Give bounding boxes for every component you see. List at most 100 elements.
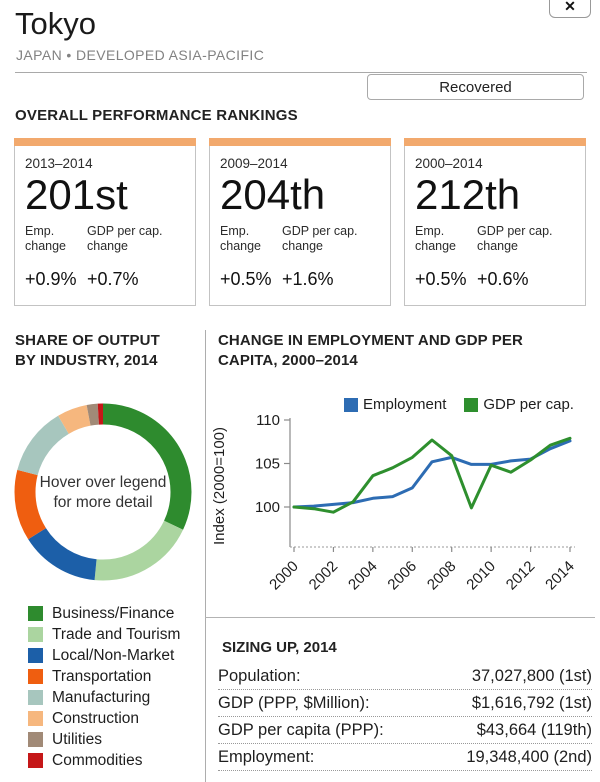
legend-item-commodities[interactable]: Commodities [28, 750, 180, 771]
legend-label: Construction [52, 709, 140, 727]
y-tick-label: 100 [255, 499, 280, 516]
legend-label: Commodities [52, 751, 143, 769]
gdp-change-value: +0.6% [477, 269, 529, 290]
legend-item-transportation[interactable]: Transportation [28, 666, 180, 687]
x-tick-label: 2002 [306, 558, 342, 594]
gdp-change-value: +0.7% [87, 269, 139, 290]
legend-item-trade-and-tourism[interactable]: Trade and Tourism [28, 624, 180, 645]
ranking-cards: 2013–2014 201st Emp. change GDP per cap. ch… [14, 138, 586, 306]
legend-item-construction[interactable]: Construction [28, 708, 180, 729]
sizing-row-gdp-per-capita-ppp: GDP per capita (PPP): $43,664 (119th) [218, 717, 592, 744]
x-tick-label: 2008 [424, 558, 460, 594]
chart-legend-item-gdp-per-cap: GDP per cap. [464, 396, 574, 413]
donut-segment-transportation[interactable] [14, 403, 192, 581]
legend-item-utilities[interactable]: Utilities [28, 729, 180, 750]
legend-swatch [28, 753, 43, 768]
emp-change-label: Emp. change [220, 224, 262, 254]
chart-legend-label: GDP per cap. [483, 396, 574, 413]
x-tick-label: 2014 [542, 558, 578, 594]
gdp-change-value: +1.6% [282, 269, 334, 290]
donut-segment-commodities[interactable] [14, 403, 192, 581]
emp-change-value: +0.9% [25, 269, 77, 290]
legend-label: Business/Finance [52, 604, 175, 622]
legend-swatch [28, 669, 43, 684]
card-rank: 201st [25, 171, 128, 218]
emp-change-label: Emp. change [415, 224, 457, 254]
sizing-row-population: Population: 37,027,800 (1st) [218, 663, 592, 690]
legend-label: Manufacturing [52, 688, 151, 706]
emp-change-label: Emp. change [25, 224, 67, 254]
legend-swatch [28, 606, 43, 621]
sizing-row-label: Population: [218, 667, 301, 685]
page-subtitle: JAPAN • DEVELOPED ASIA-PACIFIC [16, 47, 265, 63]
industry-heading-line1: SHARE OF OUTPUT [15, 332, 160, 349]
sizing-divider [205, 617, 595, 618]
y-tick-label: 110 [256, 412, 280, 429]
industry-donut-chart [14, 403, 192, 581]
card-rank: 204th [220, 171, 326, 218]
chart-legend-swatch [344, 397, 358, 412]
emp-change-value: +0.5% [415, 269, 467, 290]
chart-legend-swatch [464, 397, 479, 412]
line-chart-legend: Employment GDP per cap. [344, 396, 574, 413]
sizing-row-label: GDP (PPP, $Million): [218, 694, 370, 712]
sizing-row-value: 37,027,800 (1st) [471, 667, 592, 685]
card-accent-bar [14, 138, 196, 146]
donut-segment-trade-and-tourism[interactable] [14, 403, 192, 581]
column-divider [205, 330, 206, 782]
legend-swatch [28, 648, 43, 663]
gdp-per-cap-line [292, 436, 572, 514]
sizing-row-value: 19,348,400 (2nd) [466, 748, 592, 766]
sizing-row-label: GDP per capita (PPP): [218, 721, 384, 739]
industry-heading-line2: BY INDUSTRY, 2014 [15, 352, 158, 369]
donut-center-note: Hover over legend for more detail [28, 473, 178, 513]
x-tick-label: 2012 [503, 558, 539, 594]
x-tick-label: 2004 [345, 558, 381, 594]
legend-swatch [28, 732, 43, 747]
sizing-row-employment: Employment: 19,348,400 (2nd) [218, 744, 592, 771]
gdp-change-label: GDP per cap. change [282, 224, 358, 254]
employment-line [292, 439, 572, 509]
chart-section-heading: CHANGE IN EMPLOYMENT AND GDP PER CAPITA,… [218, 331, 590, 371]
legend-label: Utilities [52, 730, 102, 748]
x-tick-label: 2010 [463, 558, 499, 594]
legend-swatch [28, 627, 43, 642]
donut-center-line1: Hover over legend [39, 474, 167, 491]
status-button-recovered[interactable]: Recovered [367, 74, 584, 100]
sizing-row-value: $43,664 (119th) [476, 721, 592, 739]
legend-label: Transportation [52, 667, 152, 685]
card-period: 2013–2014 [25, 156, 93, 171]
chart-heading-line2: CAPITA, 2000–2014 [218, 352, 358, 369]
ranking-card: 2013–2014 201st Emp. change GDP per cap. ch… [14, 138, 196, 306]
card-period: 2000–2014 [415, 156, 483, 171]
legend-label: Trade and Tourism [52, 625, 181, 643]
sizing-heading: SIZING UP, 2014 [222, 639, 337, 656]
ranking-card: 2000–2014 212th Emp. change GDP per cap. ch… [404, 138, 586, 306]
y-axis-title: Index (2000=100) [211, 427, 228, 545]
legend-item-manufacturing[interactable]: Manufacturing [28, 687, 180, 708]
x-tick-label: 2000 [266, 558, 302, 594]
close-button[interactable]: ✕ [549, 0, 591, 18]
chart-heading-line1: CHANGE IN EMPLOYMENT AND GDP PER [218, 332, 523, 349]
card-period: 2009–2014 [220, 156, 288, 171]
chart-legend-label: Employment [363, 396, 447, 413]
sizing-row-value: $1,616,792 (1st) [471, 694, 592, 712]
sizing-row-gdp-ppp-million: GDP (PPP, $Million): $1,616,792 (1st) [218, 690, 592, 717]
gdp-change-label: GDP per cap. change [477, 224, 553, 254]
industry-legend: Business/Finance Trade and Tourism Local/N… [28, 603, 180, 771]
card-accent-bar [404, 138, 586, 146]
rankings-heading: OVERALL PERFORMANCE RANKINGS [15, 107, 298, 124]
sizing-table: Population: 37,027,800 (1st) GDP (PPP, $Mi… [218, 663, 592, 771]
card-rank: 212th [415, 171, 521, 218]
card-accent-bar [209, 138, 391, 146]
ranking-card: 2009–2014 204th Emp. change GDP per cap. ch… [209, 138, 391, 306]
x-tick-label: 2006 [384, 558, 420, 594]
card-body: 2009–2014 204th Emp. change GDP per cap. ch… [209, 146, 391, 306]
close-icon: ✕ [564, 0, 576, 14]
y-tick-label: 105 [255, 456, 280, 473]
legend-item-business-finance[interactable]: Business/Finance [28, 603, 180, 624]
legend-item-local-non-market[interactable]: Local/Non-Market [28, 645, 180, 666]
legend-swatch [28, 690, 43, 705]
